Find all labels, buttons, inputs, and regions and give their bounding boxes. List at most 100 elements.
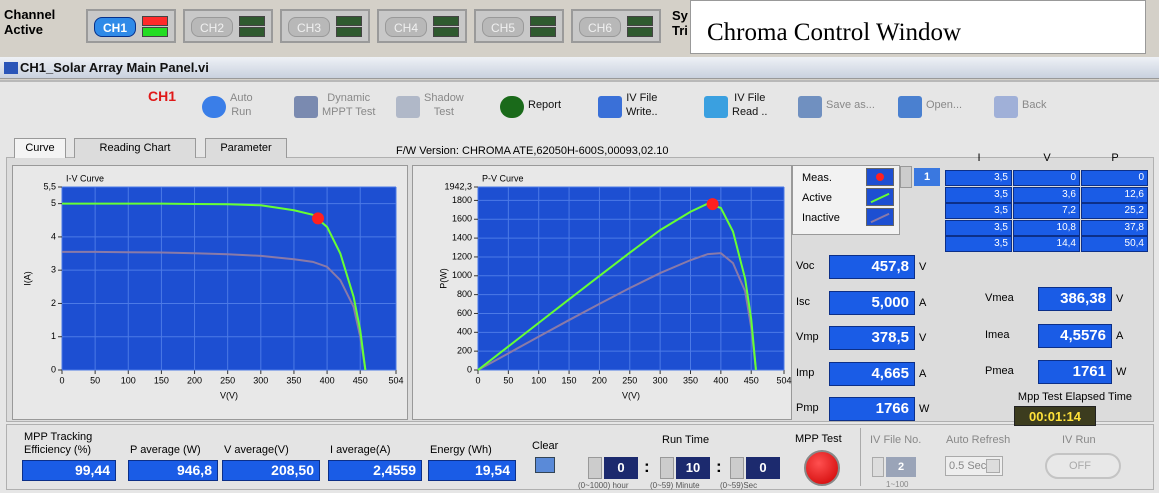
param-unit: V — [919, 332, 927, 344]
iv-run-toggle[interactable]: OFF — [1045, 453, 1121, 479]
x-tick-label: 200 — [187, 375, 202, 385]
elapsed-value: 00:01:14 — [1014, 406, 1096, 426]
auto-refresh-select[interactable]: 0.5 Sec — [945, 456, 1003, 476]
y-tick-label: 1200 — [452, 251, 472, 261]
channel-label: CH3 — [288, 17, 330, 37]
spinner[interactable] — [588, 457, 602, 479]
run-time-value: 0 — [746, 457, 780, 479]
toolbar-button[interactable]: Shadow Test — [392, 86, 486, 128]
table-cell: 3,5 — [945, 170, 1012, 186]
title-bar — [0, 57, 1159, 79]
button-label: Report — [528, 99, 562, 111]
x-tick-label: 250 — [220, 375, 235, 385]
tab[interactable]: Reading Chart — [74, 138, 196, 158]
param-value: 4,665 — [829, 361, 915, 386]
table-cell: 10,8 — [1013, 219, 1080, 236]
reading-label: Vmea — [985, 292, 1014, 304]
channel-button[interactable]: CH2 — [183, 9, 273, 43]
y-tick-label: 1000 — [452, 270, 472, 280]
button-label: Auto Run — [230, 92, 253, 118]
run-time-separator: : — [716, 457, 722, 476]
clear-button[interactable] — [535, 457, 555, 473]
mpp-test-label: MPP Test — [795, 433, 842, 445]
x-tick-label: 200 — [592, 375, 607, 385]
iv-file-range: 1~100 — [886, 480, 909, 489]
toolbar-button[interactable]: Auto Run — [198, 86, 292, 128]
toolbar-button[interactable]: Report — [496, 86, 590, 128]
stat-value: 19,54 — [428, 460, 516, 481]
param-value: 378,5 — [829, 326, 915, 350]
toolbar-button[interactable]: Open... — [894, 86, 988, 128]
x-tick-label: 0 — [475, 375, 480, 385]
button-icon — [598, 96, 622, 118]
tab[interactable]: Parameter — [205, 138, 287, 158]
x-tick-label: 100 — [121, 375, 136, 385]
toolbar-button[interactable]: Back — [990, 86, 1084, 128]
select-text: 0.5 Sec — [949, 460, 987, 472]
reading-unit: V — [1116, 293, 1124, 305]
x-axis-label: V(V) — [220, 390, 238, 400]
param-label: Voc — [796, 260, 815, 272]
toolbar-button[interactable]: Dynamic MPPT Test — [290, 86, 384, 128]
y-tick-label: 0 — [51, 364, 56, 374]
table-cell: 3,5 — [945, 203, 1012, 219]
stat-value: 946,8 — [128, 460, 218, 481]
spinner[interactable] — [730, 457, 744, 479]
channel-button[interactable]: CH6 — [571, 9, 661, 43]
x-tick-label: 100 — [531, 375, 546, 385]
tab[interactable]: Curve — [14, 138, 66, 158]
reading-value: 386,38 — [1038, 287, 1112, 311]
stat-label: I average(A) — [330, 444, 391, 456]
button-label: Shadow Test — [424, 92, 464, 118]
chart: P-V Curve 0 50 100 150 200 250 300 350 400 450 504 0… — [412, 165, 792, 420]
meas-point — [706, 198, 719, 211]
table-header: V — [1043, 152, 1051, 164]
cut-text: Sy Tri — [672, 8, 688, 38]
run-time-label: Run Time — [662, 434, 710, 446]
toolbar-button[interactable]: IV File Write.. — [594, 86, 688, 128]
x-tick-label: 350 — [683, 375, 698, 385]
param-label: Imp — [796, 366, 815, 379]
indicator-top — [530, 16, 556, 26]
x-tick-label: 150 — [154, 375, 169, 385]
channel-button[interactable]: CH1 — [86, 9, 176, 43]
run-time-separator: : — [644, 457, 650, 476]
reading-unit: A — [1116, 329, 1124, 342]
y-tick-label: 1 — [51, 331, 56, 341]
legend-spinner[interactable] — [900, 166, 912, 188]
y-tick-label: 1942,3 — [444, 181, 472, 191]
stat-value: 2,4559 — [328, 460, 422, 481]
chart: I-V Curve 0 50 100 150 200 250 300 350 400 450 504 0… — [12, 165, 408, 420]
spinner[interactable] — [660, 457, 674, 479]
x-tick-label: 450 — [744, 375, 759, 385]
clear-label: Clear — [532, 440, 559, 452]
button-icon — [704, 96, 728, 118]
y-tick-label: 5 — [51, 198, 56, 208]
channel-button[interactable]: CH4 — [377, 9, 467, 43]
series-line — [477, 202, 757, 371]
param-label: Pmp — [796, 402, 819, 414]
meas-point — [312, 212, 325, 225]
button-label: Dynamic MPPT Test — [322, 92, 376, 118]
mpp-test-button[interactable] — [804, 450, 840, 486]
toolbar-button[interactable]: IV File Read .. — [700, 86, 794, 128]
title-icon — [4, 62, 18, 74]
button-label: IV File Write.. — [626, 92, 658, 118]
table-cell: 50,4 — [1081, 236, 1148, 252]
spinner[interactable] — [872, 457, 884, 477]
y-tick-label: 200 — [457, 346, 472, 356]
param-value: 5,000 — [829, 290, 915, 315]
indicator-bottom — [530, 27, 556, 37]
channel-button[interactable]: CH3 — [280, 9, 370, 43]
channel-button[interactable]: CH5 — [474, 9, 564, 43]
table-cell: 0 — [1081, 170, 1148, 186]
toolbar-button[interactable]: Save as... — [794, 86, 888, 128]
iv-file-label: IV File No. — [870, 434, 922, 446]
table-cell: 12,6 — [1081, 186, 1148, 203]
run-time-range: (0~59) Minute — [650, 481, 700, 490]
y-tick-label: 1400 — [452, 232, 472, 242]
legend-label: Active — [802, 192, 832, 204]
x-tick-label: 50 — [503, 375, 513, 385]
swatch-line — [870, 192, 890, 204]
